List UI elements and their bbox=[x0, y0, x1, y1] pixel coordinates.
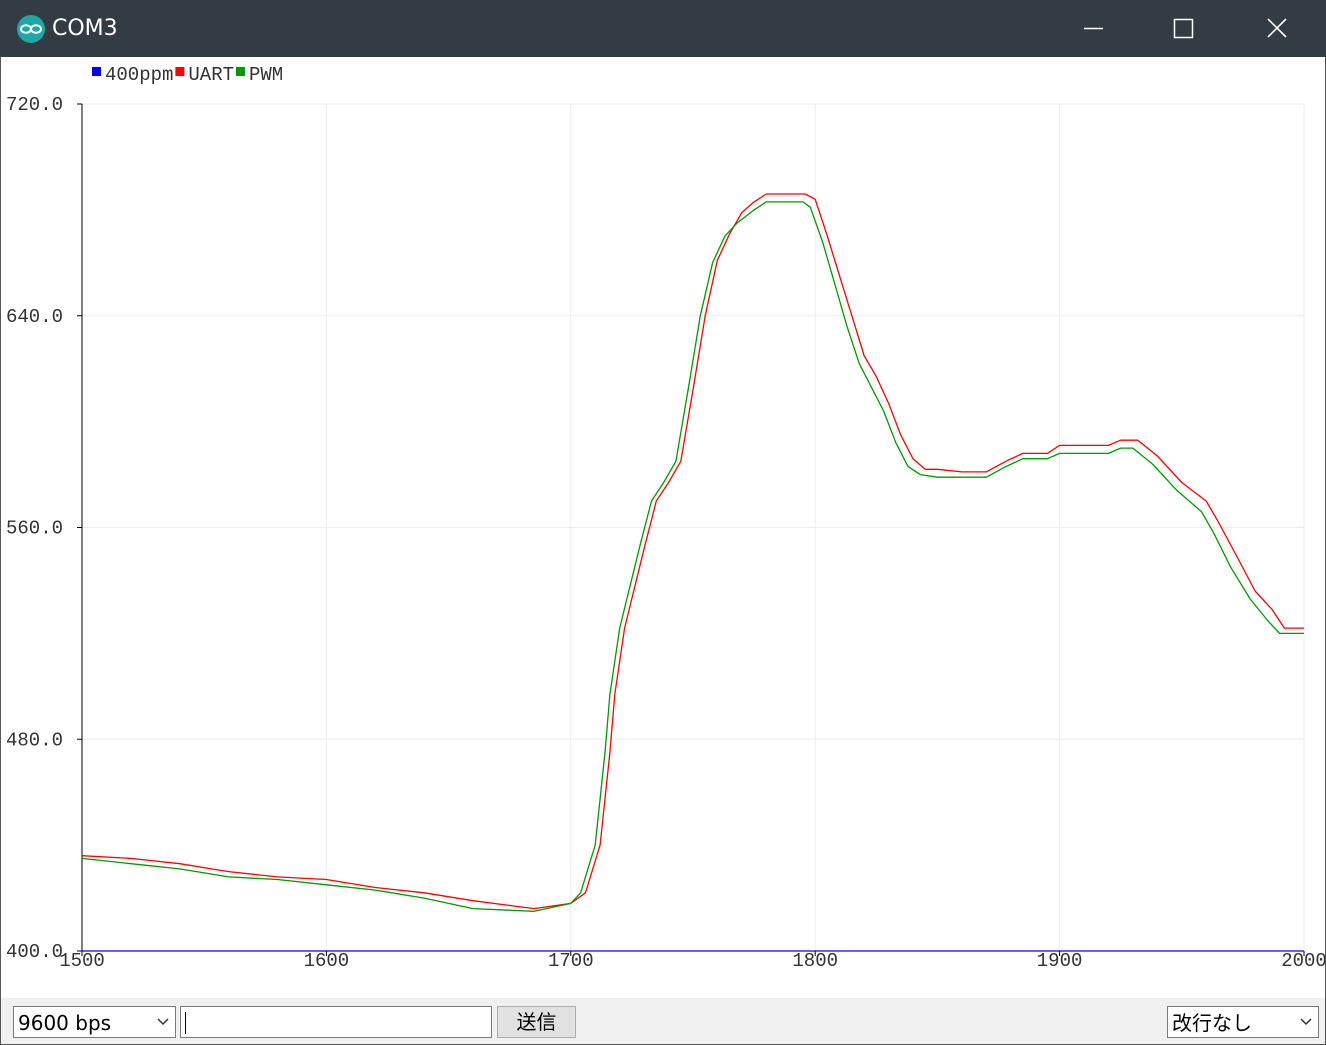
legend: 400ppm UART PWM bbox=[92, 64, 283, 86]
arduino-logo-icon bbox=[17, 15, 45, 43]
chevron-down-icon bbox=[1300, 1018, 1312, 1026]
y-tick-label: 480.0 bbox=[6, 729, 63, 751]
y-tick-label: 560.0 bbox=[6, 518, 63, 540]
x-tick-label: 1600 bbox=[304, 950, 350, 972]
close-icon bbox=[1267, 18, 1287, 38]
legend-label: 400ppm bbox=[105, 64, 173, 86]
x-tick-label: 2000 bbox=[1281, 950, 1326, 972]
text-caret bbox=[185, 1012, 186, 1034]
maximize-icon bbox=[1173, 18, 1194, 39]
send-text-input[interactable] bbox=[180, 1006, 492, 1038]
maximize-button[interactable] bbox=[1138, 0, 1230, 57]
y-tick-label: 400.0 bbox=[6, 941, 63, 963]
legend-swatch bbox=[92, 67, 101, 76]
window-title: COM3 bbox=[52, 16, 118, 41]
legend-label: PWM bbox=[249, 64, 283, 86]
baud-rate-select[interactable]: 9600 bps bbox=[13, 1006, 176, 1038]
x-tick-label: 1500 bbox=[59, 950, 105, 972]
legend-label: UART bbox=[188, 64, 234, 86]
y-tick-label: 720.0 bbox=[6, 94, 63, 116]
legend-swatch bbox=[236, 67, 245, 76]
minimize-icon bbox=[1084, 27, 1103, 30]
series-line-pwm bbox=[81, 201, 1304, 912]
chevron-down-icon bbox=[157, 1018, 169, 1026]
send-button[interactable]: 送信 bbox=[497, 1006, 576, 1038]
baud-rate-value: 9600 bps bbox=[18, 1011, 112, 1035]
x-tick-label: 1800 bbox=[792, 950, 838, 972]
axes: 1500 1600 1700 1800 1900 2000 400.0 480.0 560.0 6… bbox=[6, 94, 1326, 972]
minimize-button[interactable] bbox=[1047, 0, 1139, 57]
x-tick-label: 1700 bbox=[548, 950, 594, 972]
series-line-uart bbox=[81, 193, 1304, 910]
grid bbox=[81, 103, 1305, 952]
series-lines bbox=[81, 193, 1304, 952]
line-ending-select[interactable]: 改行なし bbox=[1167, 1006, 1319, 1038]
serial-plotter: 400ppm UART PWM 1500 1600 1700 1800 1900 2000 40… bbox=[6, 64, 1326, 972]
close-button[interactable] bbox=[1230, 0, 1322, 57]
x-tick-label: 1900 bbox=[1037, 950, 1083, 972]
legend-swatch bbox=[175, 67, 185, 76]
line-ending-value: 改行なし bbox=[1172, 1011, 1252, 1035]
y-tick-label: 640.0 bbox=[6, 306, 63, 328]
title-bar: COM3 bbox=[0, 0, 1326, 57]
